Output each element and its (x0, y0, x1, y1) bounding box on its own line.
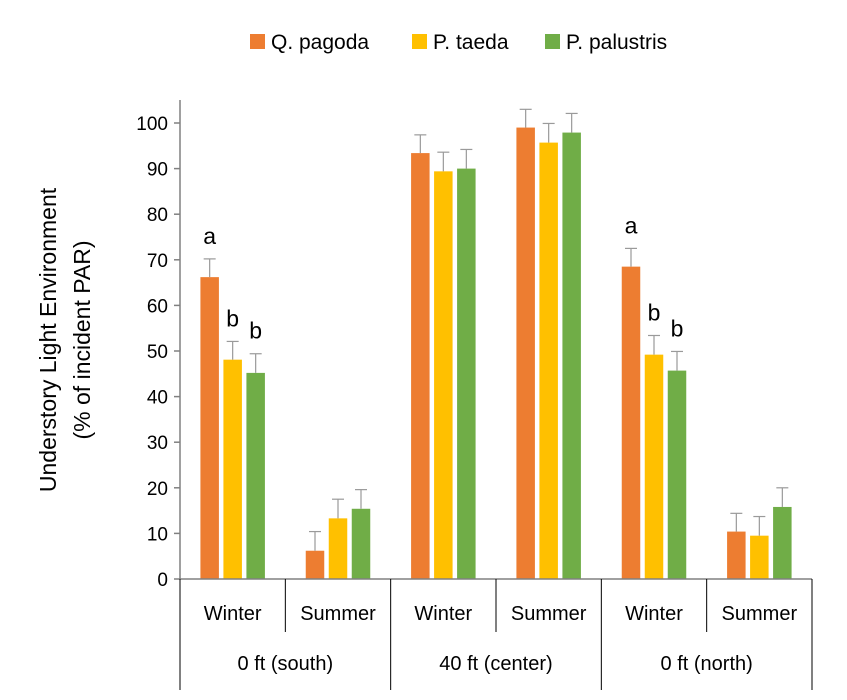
bar-p-taeda-1 (328, 518, 348, 579)
bar-q-pagoda-2 (411, 153, 430, 579)
legend-swatch-p-taeda (412, 34, 427, 49)
bar-q-pagoda-0 (200, 277, 219, 579)
bar-p-palustris-2 (457, 168, 476, 579)
x-group-label-1: 40 ft (center) (439, 653, 552, 675)
bar-p-taeda-5 (750, 535, 769, 579)
y-tick-label-10: 10 (147, 524, 168, 545)
legend-swatch-p-palustris (545, 34, 560, 49)
bar-p-palustris-0 (246, 372, 265, 579)
y-tick-label-80: 80 (147, 205, 168, 226)
legend: Q. pagoda P. taeda P. palustris (250, 31, 667, 54)
y-axis-title-line1: Understory Light Environment (35, 187, 61, 492)
y-tick-label-100: 100 (136, 114, 168, 135)
bar-p-taeda-3 (539, 142, 558, 579)
x-axis: Winter Summer Winter Summer Winter Summer 0 ft… (179, 578, 813, 690)
y-tick-label-20: 20 (147, 479, 168, 500)
significance-label-p-palustris-4: b (671, 315, 684, 341)
y-tick-label-0: 0 (157, 570, 168, 591)
bar-p-taeda-2 (434, 171, 453, 579)
x-season-label-0: Winter (204, 603, 262, 625)
significance-label-p-taeda-4: b (648, 299, 661, 325)
x-group-label-2: 0 ft (north) (661, 653, 753, 675)
significance-label-q-pagoda-4: a (625, 212, 638, 238)
x-season-label-5: Summer (722, 603, 798, 625)
significance-label-q-pagoda-0: a (203, 223, 216, 249)
bar-p-taeda-0 (223, 359, 242, 579)
y-tick-label-50: 50 (147, 342, 168, 363)
y-tick-label-60: 60 (147, 296, 168, 317)
x-season-label-1: Summer (300, 603, 376, 625)
plot-area: a ab bb b (200, 108, 792, 580)
y-axis: 0 10 20 30 40 50 60 70 80 90 100 (136, 100, 181, 591)
bar-p-palustris-1 (351, 508, 371, 579)
bar-p-palustris-5 (773, 506, 792, 579)
legend-label-p-taeda: P. taeda (433, 31, 509, 54)
x-season-label-4: Winter (625, 603, 683, 625)
bar-q-pagoda-4 (621, 266, 641, 579)
y-tick-label-40: 40 (147, 388, 168, 409)
y-tick-label-90: 90 (147, 160, 168, 181)
legend-swatch-q-pagoda (250, 34, 265, 49)
y-tick-label-30: 30 (147, 433, 168, 454)
y-axis-title: Understory Light Environment (% of incid… (35, 187, 95, 492)
bar-p-palustris-3 (562, 132, 581, 580)
bar-q-pagoda-3 (516, 127, 535, 579)
x-season-label-3: Summer (511, 603, 587, 625)
y-axis-title-line2: (% of incident PAR) (69, 241, 95, 440)
significance-label-p-palustris-0: b (249, 318, 262, 344)
x-season-label-2: Winter (414, 603, 472, 625)
bar-p-palustris-4 (667, 370, 687, 579)
bar-p-taeda-4 (644, 354, 664, 579)
y-tick-label-70: 70 (147, 251, 168, 272)
legend-label-q-pagoda: Q. pagoda (271, 31, 369, 54)
significance-label-p-taeda-0: b (226, 305, 239, 331)
bar-q-pagoda-1 (305, 550, 325, 579)
legend-label-p-palustris: P. palustris (566, 31, 667, 54)
x-group-label-0: 0 ft (south) (238, 653, 334, 675)
bar-q-pagoda-5 (727, 531, 746, 579)
